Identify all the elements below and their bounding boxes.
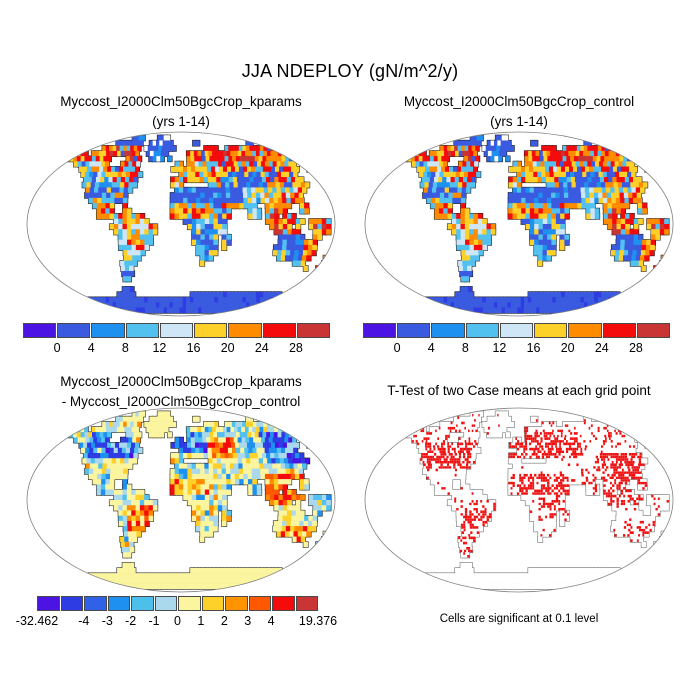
colorbar-tick-label: 20 (220, 341, 235, 355)
map-top-left-kparams (26, 131, 336, 317)
colorbar-boxes (37, 596, 318, 611)
colorbar-segment (602, 323, 636, 338)
colorbar-tick-label: 8 (121, 341, 129, 355)
colorbar-tick-label: 4 (427, 341, 435, 355)
map-bottom-left-difference (26, 407, 336, 593)
panel-title-line1: T-Test of two Case means at each grid po… (387, 383, 651, 398)
colorbar-segment (568, 323, 602, 338)
projection-border (26, 131, 336, 317)
colorbar-labels: 0 4 8 12 16 20 24 28 (363, 341, 670, 356)
panel-title-line1: Myccost_I2000Clm50BgcCrop_kparams (60, 94, 302, 109)
colorbar-segment (201, 596, 224, 611)
colorbar-segment (262, 323, 296, 338)
colorbar-tick-label: 24 (254, 341, 269, 355)
colorbar-segment (397, 323, 431, 338)
panel-title-top-left: Myccost_I2000Clm50BgcCrop_kparams (yrs 1… (25, 92, 337, 132)
colorbar-tick-label: -32.462 (15, 614, 59, 628)
colorbar-segment (499, 323, 534, 338)
colorbar-top-right: 0 4 8 12 16 20 24 28 (363, 323, 670, 356)
colorbar-labels: 0 4 8 12 16 20 24 28 (23, 341, 330, 356)
colorbar-tick-label: 28 (288, 341, 303, 355)
colorbar-segment (225, 596, 248, 611)
colorbar-boxes (363, 323, 670, 338)
colorbar-tick-label: -3 (101, 614, 113, 628)
colorbar-tick-label: 4 (267, 614, 275, 628)
projection-border (26, 407, 336, 593)
land-cells (392, 135, 671, 314)
colorbar-tick-label: 12 (492, 341, 507, 355)
panel-title-line2: (yrs 1-14) (152, 114, 210, 129)
colorbar-segment (178, 596, 201, 611)
colorbar-segment (636, 323, 670, 338)
colorbar-segment (363, 323, 397, 338)
colorbar-bottom-left: -32.462 -4 -3 -2 -1 0 1 2 3 4 19.376 (16, 596, 337, 629)
colorbar-segment (465, 323, 499, 338)
figure-title: JJA NDEPLOY (gN/m^2/y) (241, 61, 459, 81)
land-cells (54, 135, 333, 314)
colorbar-tick-label: 2 (220, 614, 228, 628)
panel-title-top-right: Myccost_I2000Clm50BgcCrop_control (yrs 1… (363, 92, 675, 132)
colorbar-segment (60, 596, 83, 611)
colorbar-segment (131, 596, 154, 611)
panel-title-line2: - Myccost_I2000Clm50BgcCrop_control (61, 394, 301, 409)
panel-title-line1: Myccost_I2000Clm50BgcCrop_control (403, 94, 635, 109)
panel-title-line1: Myccost_I2000Clm50BgcCrop_kparams (60, 374, 302, 389)
colorbar-segment (91, 323, 125, 338)
colorbar-tick-label: -4 (78, 614, 90, 628)
colorbar-tick-label: 24 (594, 341, 609, 355)
map-top-right-control (364, 131, 674, 317)
colorbar-labels: -32.462 -4 -3 -2 -1 0 1 2 3 4 19.376 (16, 614, 337, 629)
colorbar-segment (194, 323, 228, 338)
colorbar-segment (23, 323, 57, 338)
colorbar-tick-label: -1 (148, 614, 160, 628)
colorbar-segment (159, 323, 194, 338)
colorbar-segment (125, 323, 159, 338)
colorbar-top-left: 0 4 8 12 16 20 24 28 (23, 323, 330, 356)
colorbar-tick-label: 1 (197, 614, 205, 628)
projection-border (364, 407, 674, 593)
colorbar-tick-label: 16 (526, 341, 541, 355)
colorbar-segment (431, 323, 465, 338)
colorbar-segment (154, 596, 177, 611)
ttest-caption: Cells are significant at 0.1 level (439, 613, 599, 625)
colorbar-tick-label: 0 (174, 614, 181, 628)
colorbar-segment (248, 596, 271, 611)
colorbar-segment (534, 323, 568, 338)
colorbar-tick-label: 4 (87, 341, 95, 355)
colorbar-tick-label: 19.376 (298, 614, 338, 628)
colorbar-tick-label: 16 (186, 341, 201, 355)
colorbar-boxes (23, 323, 330, 338)
panel-title-bottom-right: T-Test of two Case means at each grid po… (363, 381, 675, 401)
land-cells (54, 411, 333, 590)
colorbar-tick-label: 28 (628, 341, 643, 355)
colorbar-segment (57, 323, 91, 338)
projection-border (364, 131, 674, 317)
colorbar-segment (228, 323, 262, 338)
colorbar-segment (84, 596, 107, 611)
colorbar-tick-label: 0 (53, 341, 61, 355)
panel-title-bottom-left: Myccost_I2000Clm50BgcCrop_kparams - Mycc… (25, 372, 337, 412)
map-bottom-right-ttest (364, 407, 674, 593)
colorbar-tick-label: 8 (461, 341, 469, 355)
colorbar-segment (295, 596, 318, 611)
colorbar-tick-label: 12 (152, 341, 167, 355)
colorbar-segment (107, 596, 130, 611)
colorbar-tick-label: 0 (393, 341, 401, 355)
colorbar-tick-label: 20 (560, 341, 575, 355)
panel-title-line2: (yrs 1-14) (490, 114, 548, 129)
colorbar-tick-label: -2 (125, 614, 137, 628)
colorbar-tick-label: 3 (244, 614, 252, 628)
colorbar-segment (296, 323, 330, 338)
land-cells (392, 411, 671, 590)
colorbar-segment (37, 596, 60, 611)
colorbar-segment (272, 596, 295, 611)
